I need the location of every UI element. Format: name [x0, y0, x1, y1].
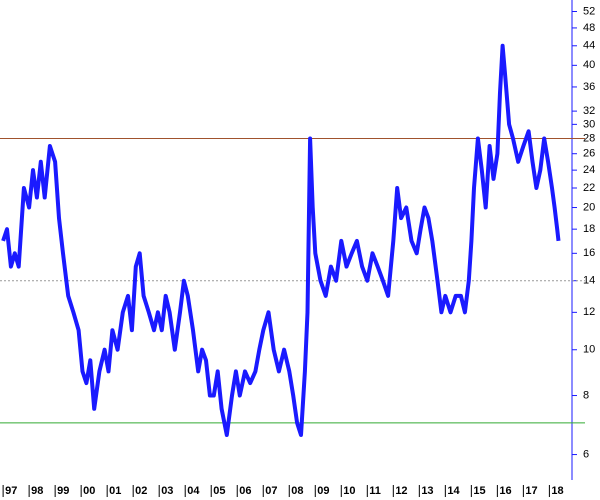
y-tick-label: 22	[583, 182, 595, 194]
x-tick-label: 10	[343, 485, 355, 497]
x-tick-label: 97	[5, 485, 17, 497]
y-tick-label: 12	[583, 306, 595, 318]
x-tick-label: 02	[135, 485, 147, 497]
y-tick-label: 18	[583, 223, 595, 235]
x-tick-label: 05	[213, 485, 225, 497]
x-tick-label: 17	[525, 485, 537, 497]
y-tick-label: 40	[583, 59, 595, 71]
data-line	[1, 43, 561, 437]
y-tick-label: 44	[583, 40, 595, 52]
y-tick-label: 26	[583, 148, 595, 160]
y-tick-label: 10	[583, 344, 595, 356]
x-tick-label: 06	[239, 485, 251, 497]
x-tick-label: 98	[31, 485, 43, 497]
x-tick-label: 00	[83, 485, 95, 497]
x-tick-label: 99	[57, 485, 69, 497]
y-tick-label: 24	[583, 164, 595, 176]
x-tick-label: 14	[447, 485, 460, 497]
x-tick-label: 01	[109, 485, 121, 497]
x-tick-label: 11	[369, 485, 381, 497]
y-tick-label: 52	[583, 5, 595, 17]
x-tick-label: 15	[473, 485, 485, 497]
x-tick-label: 12	[395, 485, 407, 497]
x-tick-label: 18	[551, 485, 563, 497]
y-tick-label: 8	[583, 389, 589, 401]
x-tick-label: 09	[317, 485, 329, 497]
y-tick-label: 20	[583, 201, 595, 213]
y-tick-label: 6	[583, 448, 589, 460]
y-tick-label: 48	[583, 22, 595, 34]
y-tick-label: 16	[583, 247, 595, 259]
y-tick-label: 30	[583, 118, 595, 130]
x-tick-label: 03	[161, 485, 173, 497]
x-tick-label: 04	[187, 485, 200, 497]
x-tick-label: 16	[499, 485, 511, 497]
x-tick-label: 08	[291, 485, 303, 497]
y-tick-label: 36	[583, 81, 595, 93]
x-tick-label: 13	[421, 485, 433, 497]
y-tick-label: 28	[583, 132, 595, 144]
y-tick-label: 14	[583, 275, 595, 287]
x-tick-label: 07	[265, 485, 277, 497]
y-tick-label: 32	[583, 105, 595, 117]
